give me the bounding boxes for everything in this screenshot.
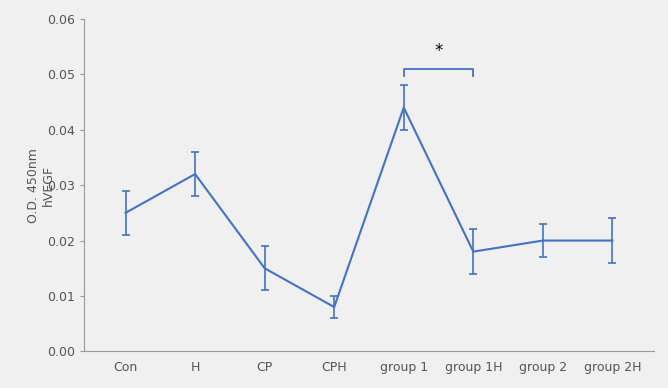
Y-axis label: O.D. 450nm
hVEGF: O.D. 450nm hVEGF (27, 148, 55, 223)
Text: *: * (434, 42, 443, 61)
